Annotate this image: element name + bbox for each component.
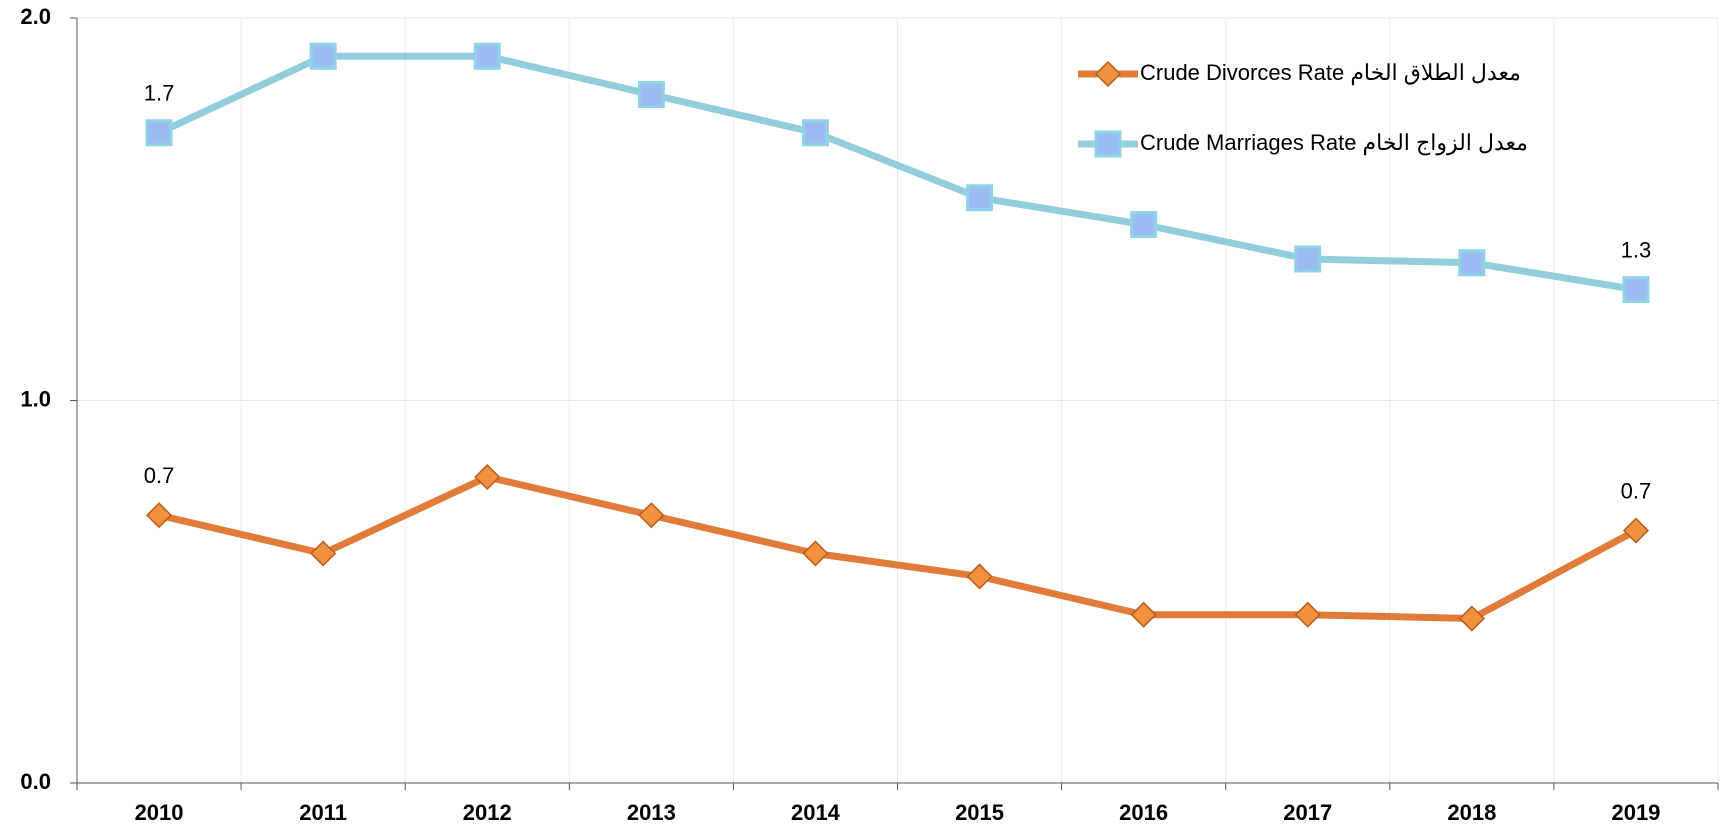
data-point xyxy=(1130,211,1158,239)
data-point xyxy=(1130,601,1157,628)
legend-label: Crude Divorces Rate معدل الطلاق الخام xyxy=(1140,60,1521,86)
legend-marker xyxy=(1094,60,1122,88)
data-point xyxy=(1622,517,1650,544)
x-tick-label: 2017 xyxy=(1283,800,1332,825)
data-point xyxy=(145,119,173,147)
data-label: 0.7 xyxy=(144,463,175,488)
data-label: 0.7 xyxy=(1621,478,1652,503)
y-tick-label: 0.0 xyxy=(20,769,51,794)
y-tick-label: 1.0 xyxy=(20,386,51,411)
data-point xyxy=(966,563,993,590)
x-tick-label: 2019 xyxy=(1611,800,1660,825)
data-point xyxy=(966,184,994,212)
x-tick-label: 2014 xyxy=(791,800,841,825)
x-tick-label: 2010 xyxy=(135,800,184,825)
series-line xyxy=(157,52,1637,294)
data-point xyxy=(1458,605,1485,632)
data-label: 1.7 xyxy=(144,81,175,106)
x-tick-label: 2011 xyxy=(299,800,347,825)
legend-marker xyxy=(1094,130,1122,158)
data-point xyxy=(638,502,665,529)
x-tick-label: 2018 xyxy=(1447,800,1496,825)
data-point xyxy=(1294,601,1321,628)
data-point xyxy=(474,463,501,491)
data-point xyxy=(309,42,337,70)
data-point xyxy=(802,540,829,567)
data-point xyxy=(1622,276,1650,304)
data-point xyxy=(473,42,501,70)
series-line xyxy=(158,473,1638,623)
data-point xyxy=(1294,245,1322,273)
x-tick-label: 2015 xyxy=(955,800,1004,825)
y-tick-label: 2.0 xyxy=(20,4,51,29)
data-point xyxy=(1458,249,1486,277)
x-tick-label: 2013 xyxy=(627,800,676,825)
data-label: 1.3 xyxy=(1621,237,1652,262)
data-point xyxy=(145,502,173,529)
data-point xyxy=(637,81,665,108)
legend-label: Crude Marriages Rate معدل الزواج الخام xyxy=(1140,130,1528,156)
x-tick-label: 2012 xyxy=(463,800,512,825)
data-point xyxy=(801,119,829,147)
data-point xyxy=(310,540,337,567)
x-tick-label: 2016 xyxy=(1119,800,1168,825)
